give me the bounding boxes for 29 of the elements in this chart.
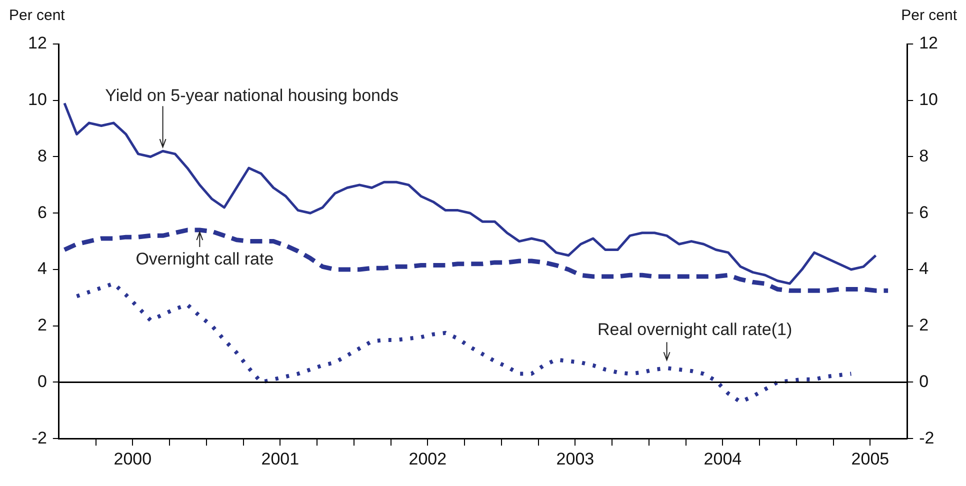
- annotation: Real overnight call rate(1): [597, 320, 792, 339]
- y-tick-label: -2: [32, 428, 47, 448]
- x-tick-label: 2004: [704, 449, 742, 468]
- y-tick-label: 12: [28, 34, 47, 53]
- line-series: [62, 228, 890, 293]
- y2-tick-label: 10: [919, 90, 938, 110]
- x-tick-label: 2002: [408, 449, 447, 468]
- y-tick-label: 0: [37, 372, 47, 391]
- y2-tick-label: 0: [919, 372, 929, 391]
- y2-tick-label: 4: [919, 259, 929, 278]
- x-tick-label: 2005: [851, 449, 890, 468]
- annotation: Yield on 5-year national housing bonds: [105, 86, 398, 105]
- y-axis-title: Per cent: [8, 7, 66, 24]
- y-tick-label: 2: [37, 316, 47, 335]
- y2-tick-label: -2: [919, 428, 934, 448]
- y-tick-label: 10: [28, 90, 47, 110]
- y2-tick-label: 12: [919, 34, 938, 53]
- y2-tick-label: 2: [919, 316, 929, 335]
- y-tick-label: 6: [37, 202, 47, 222]
- x-tick-label: 2001: [261, 449, 300, 468]
- y2-tick-label: 6: [919, 202, 929, 222]
- y-tick-label: 8: [37, 146, 47, 166]
- x-tick-label: 2000: [114, 449, 152, 468]
- x-tick-label: 2003: [556, 449, 594, 468]
- y2-axis-title: Per cent: [901, 7, 958, 24]
- line-series: [74, 282, 854, 404]
- annotation: Overnight call rate: [136, 250, 274, 269]
- y-tick-label: 4: [37, 259, 47, 278]
- y2-tick-label: 8: [919, 146, 929, 166]
